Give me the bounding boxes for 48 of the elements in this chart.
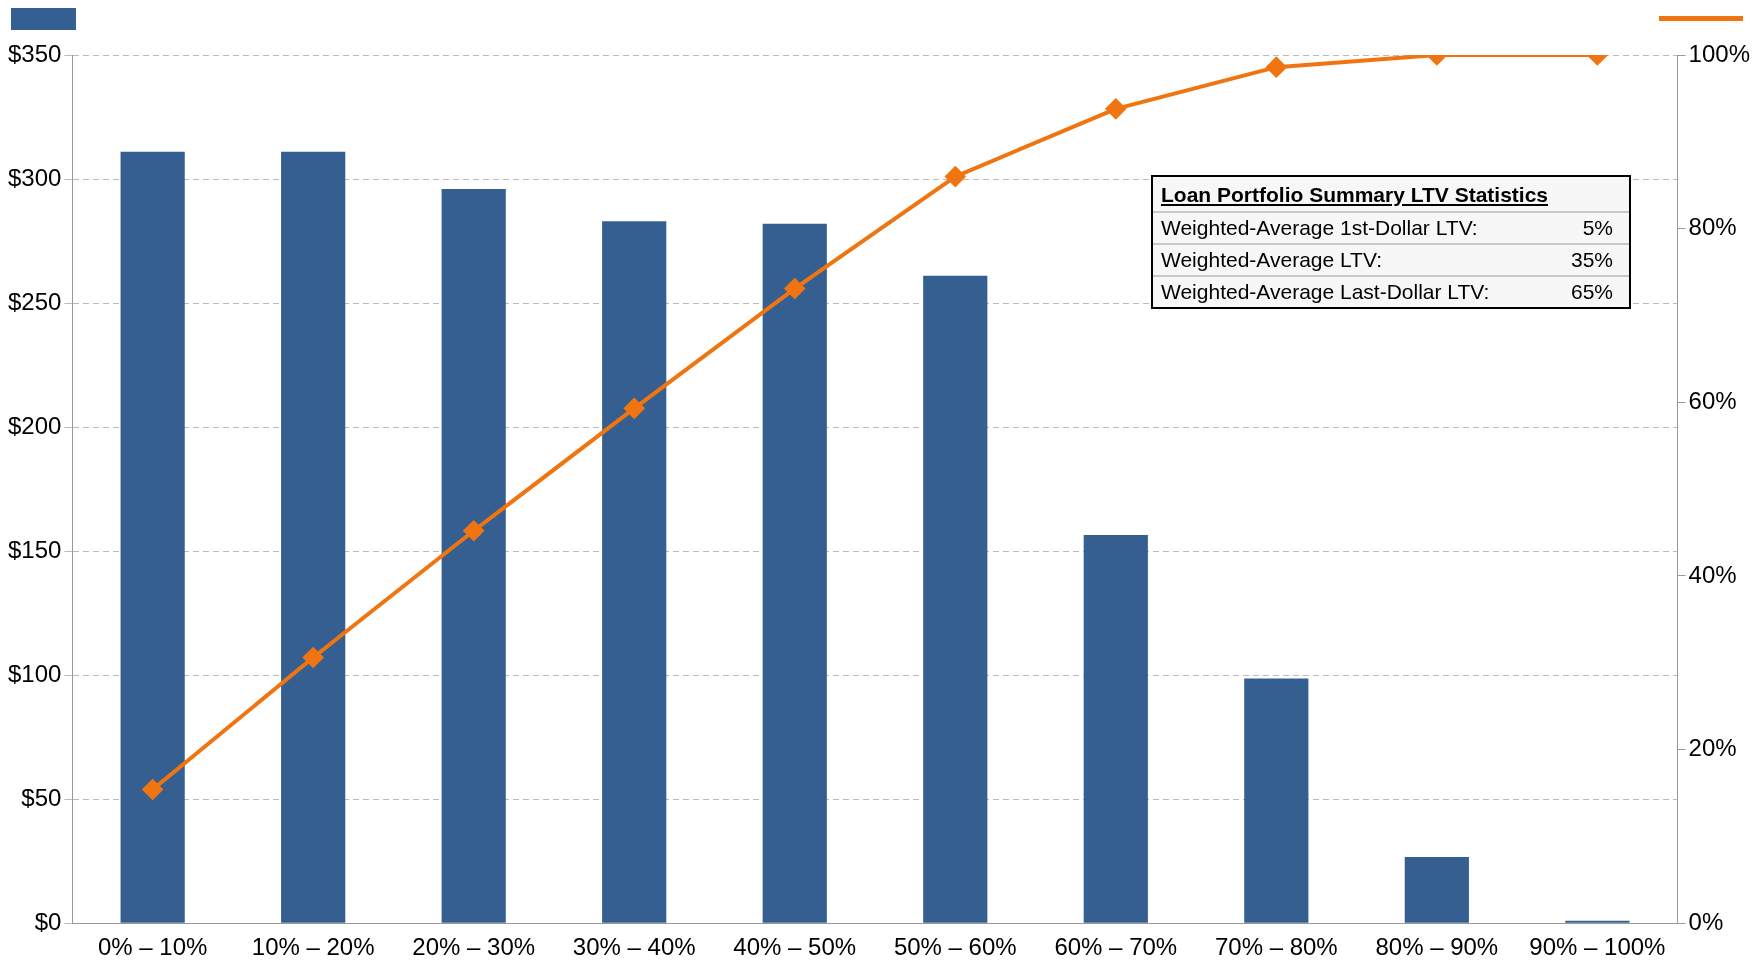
bar: [281, 151, 346, 923]
y-tick-label: $50: [21, 783, 62, 811]
x-tick-label: 90% – 100%: [1529, 933, 1666, 961]
annotation: Weighted-Average LTV:: [1161, 248, 1383, 272]
y2-tick-label: 20%: [1688, 734, 1737, 762]
annotation: Weighted-Average 1st-Dollar LTV:: [1161, 216, 1478, 240]
y2-tick-label: 40%: [1688, 560, 1737, 588]
x-tick-label: 40% – 50%: [733, 933, 857, 961]
point: [463, 520, 484, 541]
annotation: 35%: [1570, 248, 1613, 272]
y2-tick-label: 80%: [1688, 213, 1737, 241]
x-tick-label: 50% – 60%: [893, 933, 1017, 961]
x-tick-label: 10% – 20%: [251, 933, 375, 961]
y-tick-label: $200: [8, 411, 62, 439]
bar: [923, 275, 988, 923]
point: [142, 779, 163, 800]
annotation: Loan Portfolio Summary LTV Statistics: [1160, 182, 1549, 208]
bar: [602, 221, 667, 923]
y-tick-label: $0: [34, 907, 62, 935]
bar: [1083, 534, 1148, 923]
y-tick-label: $150: [8, 535, 62, 563]
x-tick-label: 0% – 10%: [97, 933, 208, 961]
point: [1105, 98, 1126, 119]
y2-tick-label: 60%: [1688, 386, 1737, 414]
bar: [1244, 678, 1309, 923]
point: [624, 398, 645, 419]
y-tick-label: $250: [8, 287, 62, 315]
y-tick-label: $300: [8, 163, 62, 191]
point: [945, 166, 966, 187]
bar: [762, 223, 827, 923]
bar: [120, 151, 185, 923]
y2-tick-label: 0%: [1688, 907, 1724, 935]
bar: [441, 188, 506, 923]
y-tick-label: $350: [8, 39, 62, 67]
x-tick-label: 30% – 40%: [572, 933, 696, 961]
point: [303, 647, 324, 668]
x-tick-label: 80% – 90%: [1375, 933, 1499, 961]
annotation: 5%: [1582, 216, 1613, 240]
bar: [1404, 856, 1469, 923]
x-tick-label: 60% – 70%: [1054, 933, 1178, 961]
y-tick-label: $100: [8, 659, 62, 687]
annotation: Weighted-Average Last-Dollar LTV:: [1161, 280, 1490, 304]
point: [1266, 57, 1287, 78]
x-tick-label: 20% – 30%: [412, 933, 536, 961]
y2-tick-label: 100%: [1688, 39, 1751, 67]
point: [784, 278, 805, 299]
x-tick-label: 70% – 80%: [1214, 933, 1338, 961]
annotation: 65%: [1570, 280, 1613, 304]
